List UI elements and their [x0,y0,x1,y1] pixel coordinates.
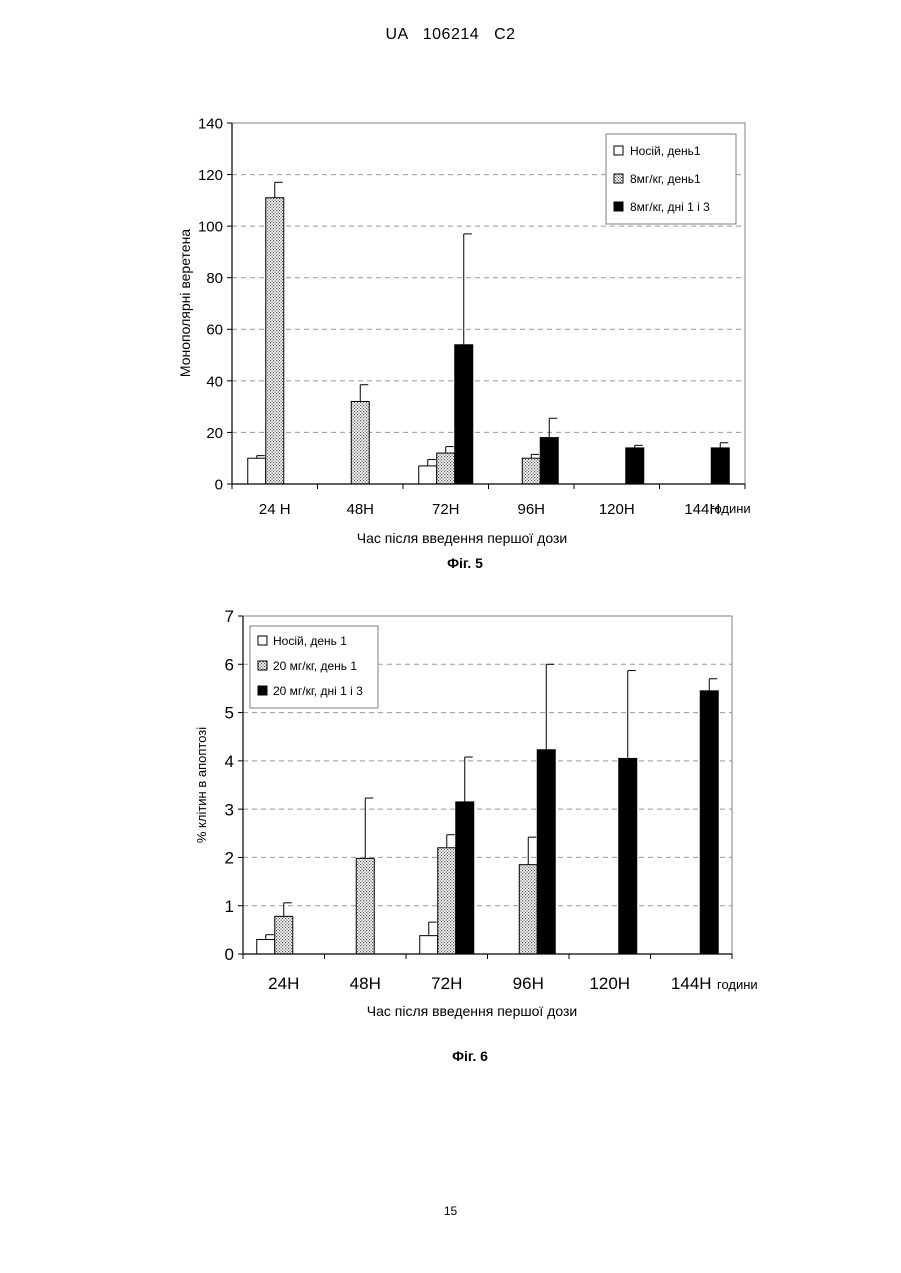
x-tick-label: 72Н [431,974,462,993]
bar [619,758,637,954]
figure-label: Фіг. 6 [452,1048,488,1064]
x-tick-label: 24Н [268,974,299,993]
y-tick-label: 3 [225,800,234,819]
y-tick-label: 4 [225,752,234,771]
legend-swatch [258,661,267,670]
x-tick-label: 48Н [350,974,381,993]
bar [420,936,438,954]
legend-label: 20 мг/кг, день 1 [273,659,357,673]
y-tick-label: 7 [225,607,234,626]
legend: Носій, день 1 20 мг/кг, день 1 20 мг/кг, д… [250,626,378,708]
y-tick-label: 0 [225,945,234,964]
y-tick-label: 1 [225,897,234,916]
x-unit-label: години [717,977,758,992]
y-tick-label: 2 [225,849,234,868]
bar [519,865,537,954]
bar [356,858,374,954]
x-tick-label: 96Н [513,974,544,993]
legend-label: 20 мг/кг, дні 1 і 3 [273,684,363,698]
y-axis-label: % клітин в апоптозі [194,727,209,843]
legend-label: Носій, день 1 [273,634,347,648]
x-tick-label: 144Н [671,974,712,993]
figure-6-chart: 0 1 2 3 4 5 6 7 24Н 48Н 72Н 96Н 120Н 144Н Носій, день… [0,0,901,1100]
bar [438,848,456,954]
bar [275,916,293,954]
bar [257,940,275,954]
legend-swatch [258,686,267,695]
legend-swatch [258,636,267,645]
bar [700,691,718,954]
y-tick-label: 6 [225,655,234,674]
y-tick-label: 5 [225,704,234,723]
bars [257,691,719,954]
x-axis-label: Час після введення першої дози [367,1003,577,1019]
x-tick-label: 120Н [589,974,630,993]
page-number: 15 [0,1204,901,1218]
bar [537,750,555,954]
bar [456,802,474,954]
